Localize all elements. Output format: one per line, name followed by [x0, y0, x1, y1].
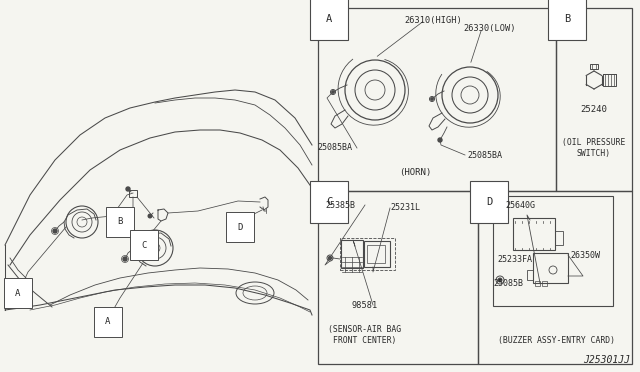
- Text: C: C: [326, 197, 332, 207]
- Text: 25233FA: 25233FA: [497, 256, 532, 264]
- Text: 25085BA: 25085BA: [467, 151, 502, 160]
- Circle shape: [53, 229, 57, 233]
- Text: (OIL PRESSURE
SWITCH): (OIL PRESSURE SWITCH): [563, 138, 626, 158]
- Circle shape: [431, 98, 433, 100]
- Text: (BUZZER ASSY-ENTRY CARD): (BUZZER ASSY-ENTRY CARD): [497, 336, 614, 344]
- Bar: [341, 240, 363, 268]
- Circle shape: [438, 138, 442, 142]
- Circle shape: [498, 278, 502, 282]
- Bar: [527, 270, 533, 280]
- Text: 26310(HIGH): 26310(HIGH): [404, 16, 462, 25]
- Text: 98581: 98581: [352, 301, 378, 310]
- Text: D: D: [237, 222, 243, 231]
- Text: C: C: [141, 241, 147, 250]
- Text: 25231L: 25231L: [390, 203, 420, 212]
- Text: D: D: [486, 197, 492, 207]
- Text: (SENSOR-AIR BAG
FRONT CENTER): (SENSOR-AIR BAG FRONT CENTER): [328, 325, 401, 345]
- Text: A: A: [106, 317, 111, 327]
- Text: (HORN): (HORN): [399, 167, 431, 176]
- Bar: [493, 196, 613, 306]
- Text: B: B: [117, 218, 123, 227]
- Bar: [367, 245, 385, 263]
- Circle shape: [332, 91, 334, 93]
- Bar: [603, 74, 616, 86]
- Bar: [318, 191, 478, 364]
- Text: 25240: 25240: [580, 106, 607, 115]
- Bar: [590, 64, 598, 69]
- Bar: [533, 253, 568, 283]
- Text: A: A: [326, 14, 332, 24]
- Bar: [513, 218, 555, 250]
- Bar: [364, 241, 390, 267]
- Text: A: A: [15, 289, 20, 298]
- Text: B: B: [564, 14, 570, 24]
- Text: J25301JJ: J25301JJ: [583, 355, 630, 365]
- Circle shape: [126, 187, 130, 191]
- Bar: [542, 281, 547, 286]
- Text: 25385B: 25385B: [325, 201, 355, 209]
- Circle shape: [328, 257, 332, 260]
- Circle shape: [148, 214, 152, 218]
- Circle shape: [123, 257, 127, 261]
- Text: 26350W: 26350W: [570, 250, 600, 260]
- Text: 26330(LOW): 26330(LOW): [464, 23, 516, 32]
- Bar: [535, 281, 540, 286]
- Bar: [556, 8, 632, 191]
- Text: 25640G: 25640G: [505, 201, 535, 209]
- Bar: [478, 191, 632, 364]
- Bar: [318, 8, 556, 191]
- Text: 25085B: 25085B: [493, 279, 523, 288]
- Text: 25085BA: 25085BA: [317, 144, 353, 153]
- Bar: [555, 231, 563, 245]
